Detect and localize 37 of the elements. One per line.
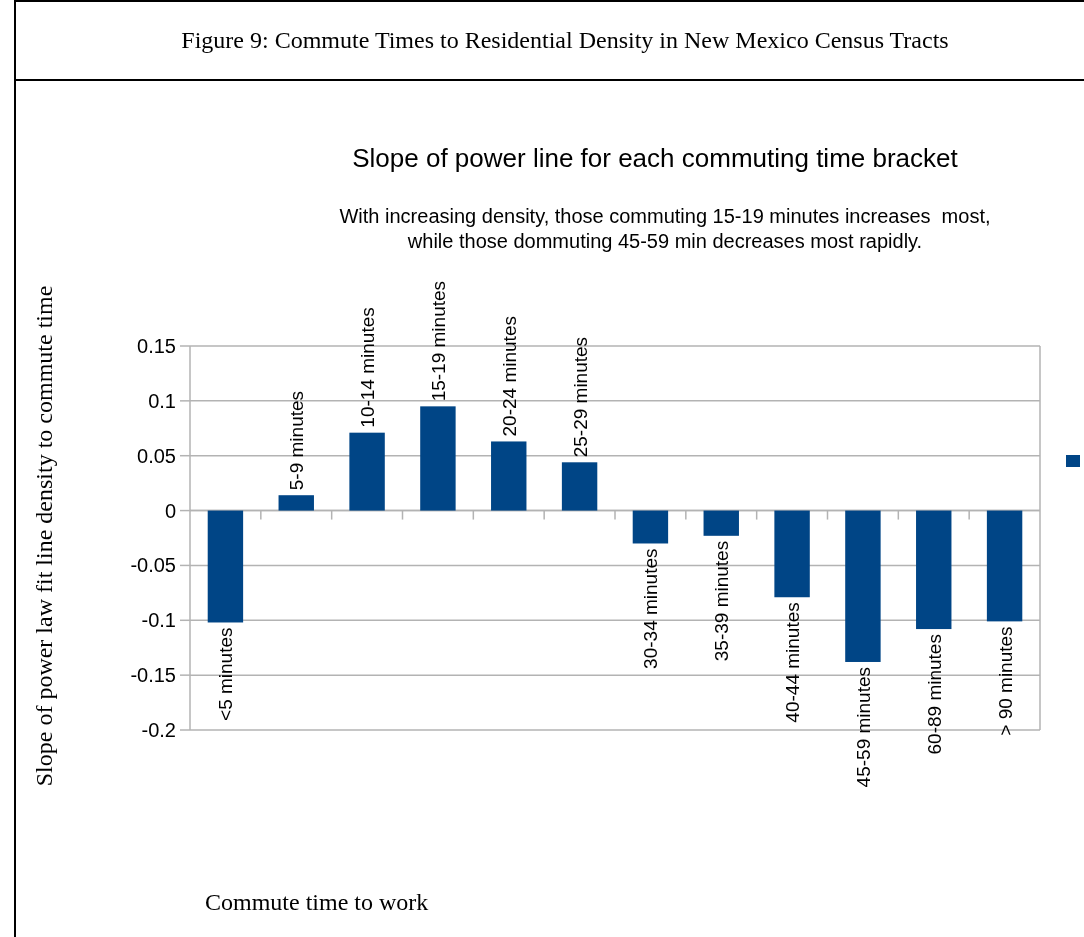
y-tick-label: -0.05 <box>130 554 176 577</box>
bar <box>632 510 669 544</box>
bar <box>561 462 598 511</box>
bar <box>703 510 739 536</box>
x-tick-label: 30-34 minutes <box>640 548 662 669</box>
y-tick-label: 0.1 <box>148 389 176 412</box>
y-tick-label: 0.15 <box>137 335 176 357</box>
x-tick-label: 10-14 minutes <box>357 307 379 428</box>
x-tick-label: 45-59 minutes <box>852 666 874 788</box>
text: Commute time to work <box>205 889 429 915</box>
x-tick-label: 40-44 minutes <box>782 602 804 723</box>
bar <box>349 432 385 511</box>
bar <box>916 510 952 630</box>
x-tick-label: 35-39 minutes <box>711 540 733 662</box>
bar <box>207 510 244 623</box>
chart-title: Slope of power line for each commuting time bracket <box>352 143 959 173</box>
x-tick-label: 20-24 minutes <box>498 316 520 437</box>
bar <box>278 495 314 511</box>
x-tick-label: 25-29 minutes <box>569 336 591 458</box>
bar <box>491 441 527 511</box>
x-tick-label: 5-9 minutes <box>286 390 308 491</box>
bar <box>845 510 881 662</box>
y-tick-label: 0 <box>164 499 176 522</box>
x-tick-label: 60-89 minutes <box>923 634 945 755</box>
y-axis-title: Slope of power law fit line density to commute time <box>31 285 57 787</box>
y-tick-label: 0.05 <box>137 444 176 467</box>
y-tick-label: -0.1 <box>141 609 176 632</box>
chart-subtitle: With increasing density, those commuting 15-19 minutes increases most, while those dommuting 45-59 min decreases most rapidly. <box>339 205 991 252</box>
bar <box>986 510 1023 622</box>
y-tick-label: -0.15 <box>130 664 176 687</box>
caption: Figure 9: Commute Times to Residential Density in New Mexico Census Tracts <box>181 27 949 53</box>
x-tick-label: 15-19 minutes <box>427 280 449 402</box>
bar <box>420 406 456 511</box>
y-tick-label: -0.2 <box>141 719 176 741</box>
x-tick-label: <5 minutes <box>215 627 237 721</box>
bar <box>774 510 810 598</box>
x-tick-label: > 90 minutes <box>994 626 1016 736</box>
